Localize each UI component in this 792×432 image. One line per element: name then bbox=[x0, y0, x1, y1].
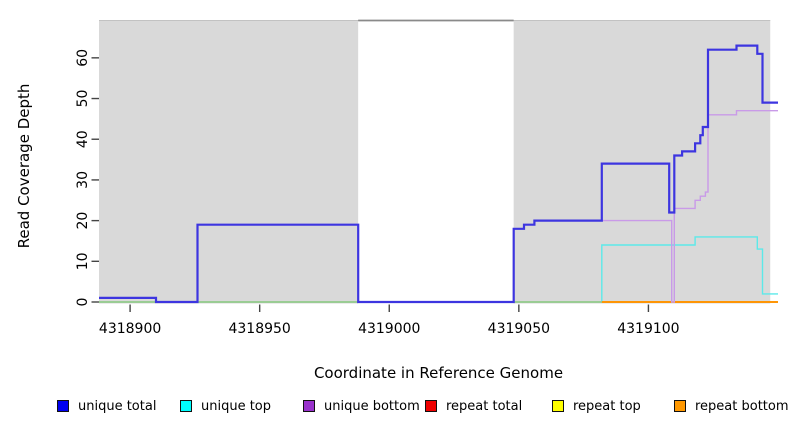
y-tick-label: 10 bbox=[75, 252, 91, 270]
x-tick-label: 4318950 bbox=[228, 321, 290, 337]
legend-label-repeat-bottom: repeat bottom bbox=[695, 398, 789, 414]
legend-label-unique-total: unique total bbox=[78, 398, 157, 414]
x-tick-label: 4319100 bbox=[617, 321, 679, 337]
legend-label-unique-top: unique top bbox=[201, 398, 272, 414]
legend-item-repeat-total: repeat total bbox=[425, 397, 522, 415]
legend-label-repeat-top: repeat top bbox=[573, 398, 641, 414]
legend: unique total unique top unique bottom repea… bbox=[0, 397, 792, 417]
legend-item-repeat-bottom: repeat bottom bbox=[674, 397, 789, 415]
x-axis-title: Coordinate in Reference Genome bbox=[313, 364, 564, 382]
legend-swatch-unique-top bbox=[180, 400, 192, 412]
y-tick-label: 0 bbox=[75, 298, 91, 307]
legend-item-unique-total: unique total bbox=[57, 397, 156, 415]
legend-swatch-unique-bottom bbox=[303, 400, 315, 412]
y-axis-title: Read Coverage Depth bbox=[15, 83, 33, 249]
plot-background-region bbox=[513, 20, 771, 304]
plot-background-region bbox=[99, 20, 359, 304]
y-tick-label: 40 bbox=[75, 130, 91, 148]
legend-item-unique-bottom: unique bottom bbox=[303, 397, 420, 415]
legend-item-unique-top: unique top bbox=[180, 397, 271, 415]
y-tick-label: 60 bbox=[75, 49, 91, 67]
legend-swatch-repeat-bottom bbox=[674, 400, 686, 412]
y-tick-label: 50 bbox=[75, 90, 91, 108]
legend-swatch-repeat-total bbox=[425, 400, 437, 412]
legend-swatch-unique-total bbox=[57, 400, 69, 412]
legend-label-unique-bottom: unique bottom bbox=[324, 398, 420, 414]
legend-item-repeat-top: repeat top bbox=[552, 397, 641, 415]
y-tick-label: 30 bbox=[75, 171, 91, 189]
series-unique-top bbox=[99, 236, 778, 303]
legend-swatch-repeat-top bbox=[552, 400, 564, 412]
y-tick-label: 20 bbox=[75, 212, 91, 230]
legend-label-repeat-total: repeat total bbox=[446, 398, 523, 414]
x-tick-label: 4319050 bbox=[488, 321, 550, 337]
x-tick-label: 4318900 bbox=[99, 321, 161, 337]
x-tick-label: 4319000 bbox=[358, 321, 420, 337]
series-unique-total bbox=[99, 44, 778, 304]
